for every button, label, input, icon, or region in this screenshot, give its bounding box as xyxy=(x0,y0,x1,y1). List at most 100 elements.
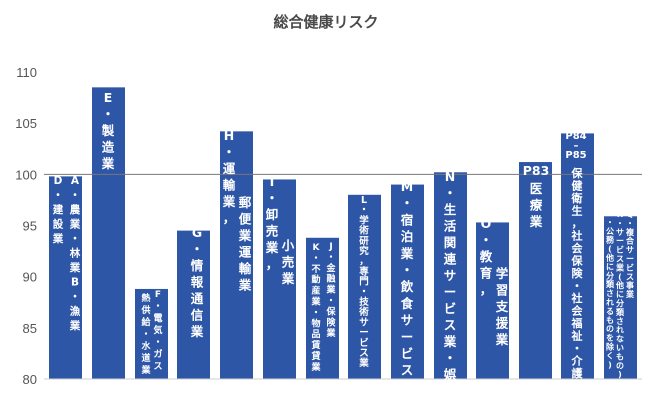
bar-label-glyph: 会 xyxy=(572,241,584,255)
bar-label-glyph: 険 xyxy=(326,316,336,328)
bar-label-glyph: A xyxy=(71,175,80,187)
bar-label-glyph: 技 xyxy=(359,296,369,308)
bar-label-glyph: ・ xyxy=(70,291,81,303)
bar-label-glyph: な xyxy=(616,335,624,344)
bar-label-glyph: ・ xyxy=(616,219,624,228)
bar xyxy=(49,176,82,379)
y-axis: 80 85 90 95 100 105 110 xyxy=(15,65,37,387)
bar-label-glyph: ー xyxy=(626,255,634,264)
bar-label-glyph: 習 xyxy=(496,283,509,298)
bar-label-glyph: 品 xyxy=(311,329,320,340)
bar-label-glyph: 供 xyxy=(140,304,150,316)
bar-label-glyph: ・ xyxy=(444,186,457,201)
bar xyxy=(476,222,509,379)
bar-label-glyph: ・ xyxy=(326,253,335,263)
bar-label-glyph: 険 xyxy=(572,266,584,280)
bar-label-glyph: の xyxy=(606,325,614,334)
bar-label-glyph: 教 xyxy=(479,249,493,264)
bar-label-glyph: 業 xyxy=(400,246,414,261)
bar-label-glyph: ・ xyxy=(191,242,204,257)
bar-label-glyph: I xyxy=(270,174,275,189)
bar-label-glyph: 道 xyxy=(141,352,150,364)
bar-label-glyph: 複 xyxy=(625,227,635,237)
bar-label-glyph: ・ xyxy=(53,190,64,202)
bar-label-glyph: O xyxy=(481,216,492,231)
y-tick-label: 105 xyxy=(15,116,37,131)
bar-label-glyph: ， xyxy=(572,217,583,230)
bar-label-glyph: 娯 xyxy=(444,367,457,382)
bar-label-glyph: 製 xyxy=(101,123,115,138)
bar xyxy=(434,172,467,379)
bar-label-glyph: ・ xyxy=(311,254,320,264)
bar-label-glyph: 保 xyxy=(571,166,584,180)
bar xyxy=(263,179,296,379)
bar-label-glyph: 援 xyxy=(496,316,509,331)
bar-label-glyph: 熱 xyxy=(141,292,150,304)
bar-label-glyph: ビ xyxy=(401,346,414,361)
bar-label-glyph: ・ xyxy=(626,219,634,228)
bar-label-glyph: ・ xyxy=(311,308,320,318)
bar-label-glyph: 合 xyxy=(625,236,635,246)
bar-label-glyph: 業 xyxy=(69,218,81,231)
bar-label-glyph: 運 xyxy=(239,245,252,260)
bar-label-glyph: 生 xyxy=(444,202,457,217)
bar-label-glyph: 術 xyxy=(358,225,369,237)
bar-label-glyph: ・ xyxy=(401,196,414,211)
bar-label: F・電気・ガス xyxy=(153,290,162,372)
bar-label-glyph: ) xyxy=(608,360,612,369)
bar-label-glyph: ， xyxy=(359,256,369,267)
bar-label-glyph: を xyxy=(606,334,614,343)
bar xyxy=(519,162,552,379)
bar-label-glyph: 連 xyxy=(444,252,457,267)
bar-label-glyph: 運 xyxy=(223,161,236,176)
bar-label-glyph: れ xyxy=(616,326,624,335)
bar-label-glyph: P83 xyxy=(523,163,550,178)
bar-label-glyph: 医 xyxy=(530,181,543,196)
bar-label-glyph: 分 xyxy=(616,298,624,308)
bar-label-glyph: 水 xyxy=(141,340,151,352)
bar-label-glyph: さ xyxy=(606,289,614,298)
bar-label-glyph: 業 xyxy=(325,284,336,296)
bar-label-glyph: も xyxy=(616,352,624,361)
bar-label-glyph: ， xyxy=(266,257,279,272)
bar-label-glyph: ・ xyxy=(359,287,369,298)
bar-label-glyph: 食 xyxy=(400,296,414,311)
bar-label-glyph: サ xyxy=(359,317,369,328)
bar-label-glyph: 育 xyxy=(480,266,493,281)
bar-label-glyph: ス xyxy=(444,318,457,333)
bar-label-glyph: の xyxy=(616,361,624,370)
bar-label: 小売業 xyxy=(281,238,295,286)
bar-label: 熱供給・水道業 xyxy=(140,292,151,376)
bar-label-glyph: ， xyxy=(480,282,493,297)
y-tick-label: 80 xyxy=(23,372,37,387)
bars xyxy=(49,87,637,379)
bar-label-glyph: 輸 xyxy=(223,178,236,193)
bar-label-glyph: 事 xyxy=(572,379,583,393)
bar-label-glyph: 健 xyxy=(572,179,584,193)
bar-label-glyph: – xyxy=(574,141,579,152)
bar-label-glyph: く xyxy=(606,351,614,360)
bar-label-glyph: ・ xyxy=(223,145,236,160)
bar-label-glyph: M xyxy=(401,179,413,194)
bar-label: P83 xyxy=(523,163,550,178)
bar-label-glyph: 業 xyxy=(238,278,252,293)
bar-label: D ・建設業 xyxy=(52,175,64,245)
bar-label-glyph: R xyxy=(617,210,623,219)
y-tick-label: 95 xyxy=(23,219,37,234)
bar xyxy=(135,288,168,379)
bar-label-glyph: 物 xyxy=(311,317,320,329)
bar-label-glyph: 造 xyxy=(102,140,115,155)
bar-label-glyph: 林 xyxy=(70,247,81,260)
bar-label-glyph: 研 xyxy=(359,236,369,247)
bar-label-glyph: 業 xyxy=(238,228,252,243)
bar-label-glyph: G xyxy=(192,225,202,240)
bar-label-glyph: 動 xyxy=(311,274,320,286)
y-tick-label: 90 xyxy=(23,270,37,285)
bar-label-glyph: K xyxy=(313,243,321,253)
y-tick-label: 100 xyxy=(15,167,37,182)
bar-label-glyph: N xyxy=(445,169,455,184)
bar-label-glyph: 売 xyxy=(282,255,295,270)
bar-label: I ・卸売業 ， xyxy=(265,174,279,272)
